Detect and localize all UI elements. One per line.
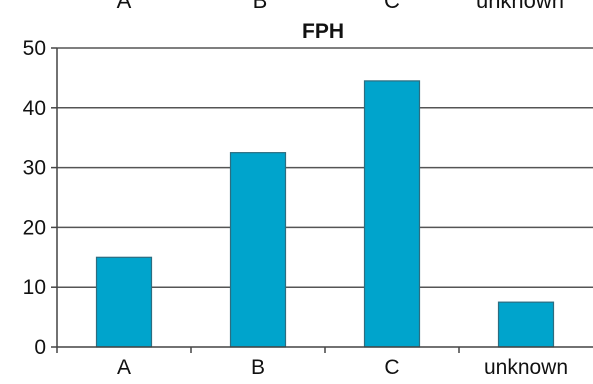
x-tick-label: B [251,356,265,379]
clipped-category-label: A [117,0,132,13]
chart-title: FPH [302,20,344,43]
y-tick-label: 0 [34,336,46,359]
x-tick-label: A [117,356,131,379]
y-tick-label: 30 [23,157,46,180]
y-axis-tick-labels: 0 10 20 30 40 50 [23,37,46,359]
bar-unknown [497,301,555,348]
clipped-category-label: unknown [476,0,564,13]
y-tick-label: 10 [23,276,46,299]
y-tick-label: 20 [23,216,46,239]
gridlines [57,47,593,288]
bars [95,80,555,348]
x-tick-label: C [384,356,399,379]
axes [51,47,593,353]
clipped-top-category-row: A B C unknown [117,0,564,13]
clipped-category-label: C [384,0,400,13]
x-tick-label: unknown [484,356,568,379]
bar-b [229,152,287,348]
clipped-category-label: B [253,0,268,13]
y-tick-label: 40 [23,97,46,120]
y-tick-label: 50 [23,37,46,60]
bar-c [363,80,421,348]
bar-a [95,256,153,348]
